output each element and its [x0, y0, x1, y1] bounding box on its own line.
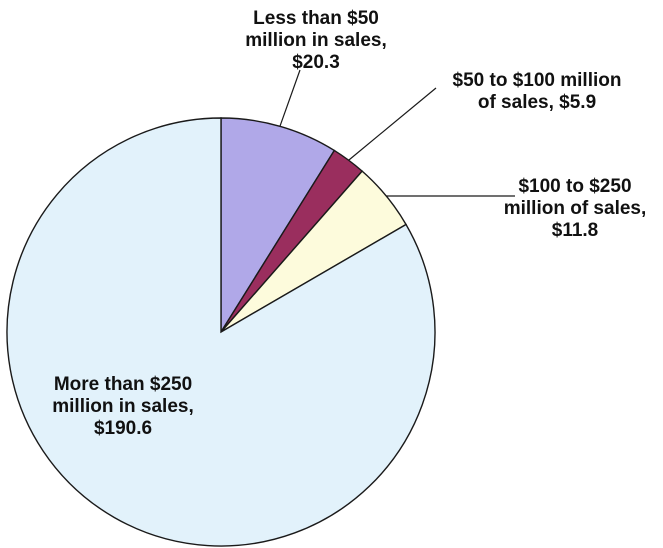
slice-label-line: Less than $50 [253, 8, 379, 29]
slice-more-than-250 [6, 117, 436, 547]
slice-label-more-than-250: More than $250 million in sales, $190.6 [28, 374, 218, 440]
slice-label-line: of sales, $5.9 [477, 92, 597, 113]
slice-label-50-to-100: $50 to $100 million of sales, $5.9 [432, 70, 642, 114]
slice-label-line: $100 to $250 [518, 176, 632, 197]
slice-label-line: $190.6 [93, 418, 153, 439]
slice-label-line: $11.8 [551, 220, 599, 241]
slice-label-100-to-250: $100 to $250 million of sales, $11.8 [490, 176, 660, 242]
leader-line [279, 69, 301, 127]
slice-less-than-50 [220, 117, 336, 335]
slice-label-line: $50 to $100 million [452, 70, 622, 91]
slice-label-less-than-50: Less than $50 million in sales, $20.3 [226, 8, 406, 74]
slice-label-line: million of sales, [503, 198, 647, 219]
slice-label-line: million in sales, [245, 30, 387, 51]
slice-label-line: $20.3 [292, 52, 340, 73]
slice-label-line: million in sales, [52, 396, 194, 417]
leader-line [348, 87, 437, 161]
slice-label-line: More than $250 [53, 374, 193, 395]
